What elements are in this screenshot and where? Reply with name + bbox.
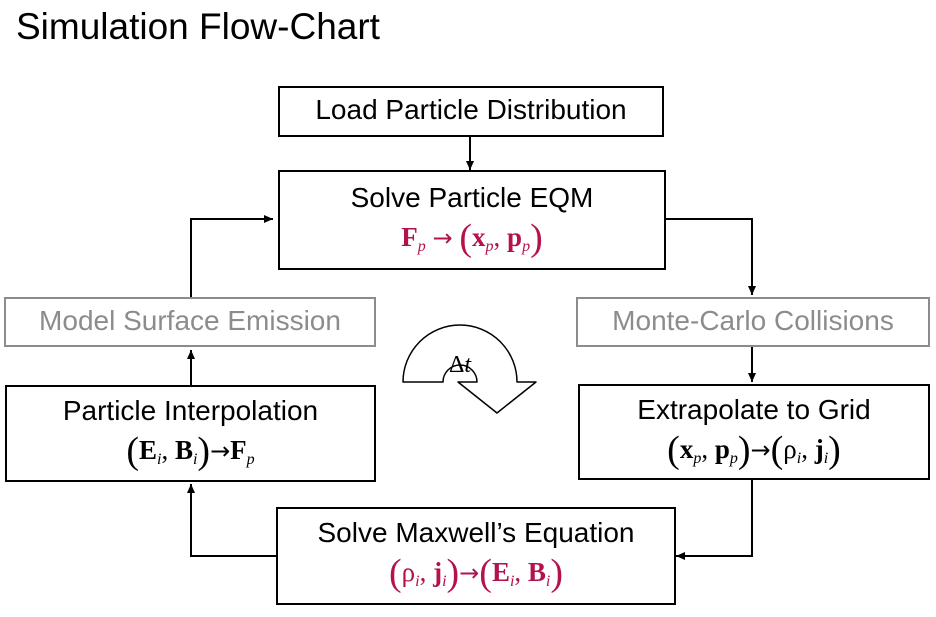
maxwell-equation: (ρi, ji)→(Ei, Bi) (388, 552, 564, 594)
arrow-surface-to-eqm (190, 215, 273, 297)
arrow-eqm-to-mcc (666, 218, 756, 295)
solve-eqm-equation: Fp → (xp, pp) (401, 217, 543, 259)
solve-particle-eqm-box: Solve Particle EQM Fp → (xp, pp) (278, 170, 666, 270)
extrap-equation: (xp, pp)→(ρi, ji) (667, 429, 841, 471)
arrow-extrap-to-maxwell (676, 480, 753, 560)
interp-equation: (Ei, Bi)→Fp (126, 430, 255, 472)
load-particle-distribution-box: Load Particle Distribution (278, 86, 664, 137)
particle-interpolation-box: Particle Interpolation (Ei, Bi)→Fp (5, 385, 376, 482)
arrow-maxwell-to-interp (187, 484, 276, 557)
mcc-box-label: Monte-Carlo Collisions (612, 305, 894, 336)
extrapolate-to-grid-box: Extrapolate to Grid (xp, pp)→(ρi, ji) (578, 384, 930, 480)
load-box-label: Load Particle Distribution (315, 94, 627, 125)
solve-maxwell-equation-box: Solve Maxwell’s Equation (ρi, ji)→(Ei, B… (276, 507, 676, 605)
interp-box-label: Particle Interpolation (62, 395, 319, 426)
surface-box-label: Model Surface Emission (39, 305, 341, 336)
model-surface-emission-box: Model Surface Emission (4, 297, 376, 347)
page-title: Simulation Flow-Chart (16, 6, 380, 47)
solve-eqm-label: Solve Particle EQM (350, 182, 594, 213)
cycle-timestep-label: Δt (448, 352, 472, 378)
maxwell-box-label: Solve Maxwell’s Equation (317, 517, 635, 548)
monte-carlo-collisions-box: Monte-Carlo Collisions (576, 297, 930, 347)
extrap-box-label: Extrapolate to Grid (637, 394, 871, 425)
cycle-arrow-icon (402, 324, 537, 414)
